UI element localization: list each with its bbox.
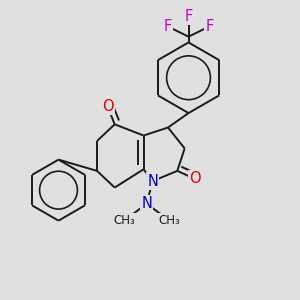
Text: CH₃: CH₃ bbox=[113, 214, 135, 227]
Text: O: O bbox=[102, 99, 113, 114]
Text: O: O bbox=[189, 171, 201, 186]
Text: CH₃: CH₃ bbox=[158, 214, 180, 227]
Text: F: F bbox=[184, 9, 193, 24]
Text: F: F bbox=[164, 19, 172, 34]
Text: N: N bbox=[147, 174, 158, 189]
Text: N: N bbox=[141, 196, 152, 211]
Text: F: F bbox=[205, 19, 214, 34]
